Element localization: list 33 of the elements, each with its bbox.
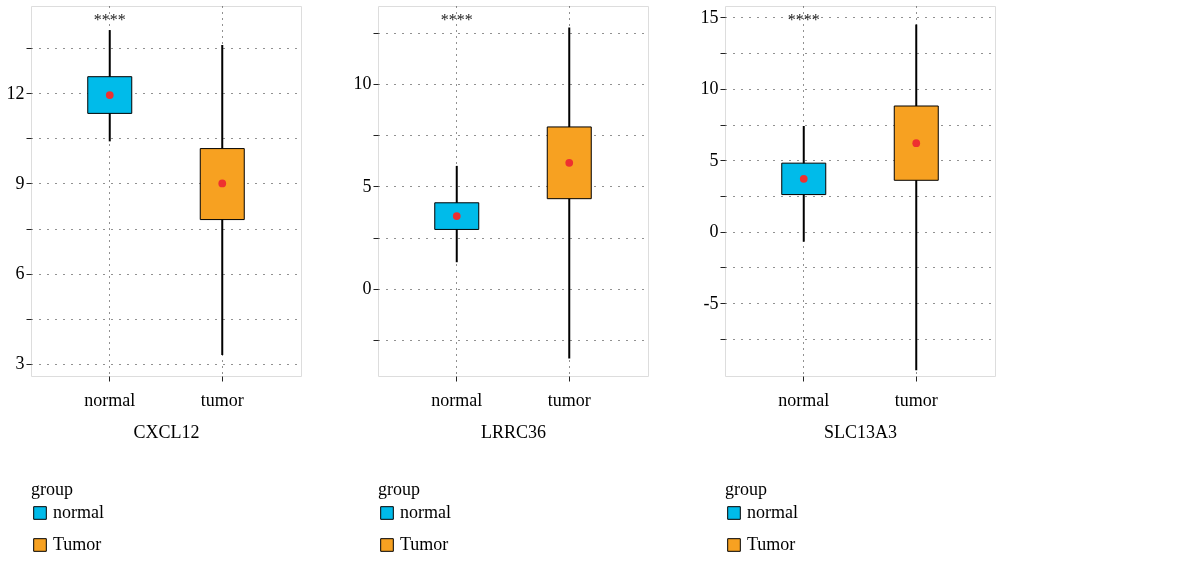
- x-axis-title: SLC13A3: [823, 421, 898, 442]
- legend-label: normal: [400, 502, 451, 522]
- x-tick-label: normal: [431, 389, 483, 410]
- legend-label: Tumor: [400, 534, 449, 554]
- y-tick-label: -5: [703, 292, 719, 313]
- x-tick-label: normal: [84, 389, 136, 410]
- y-tick-label: 0: [362, 278, 372, 299]
- x-tick-label: normal: [778, 389, 830, 410]
- annotation: ****: [440, 11, 473, 28]
- x-tick-label: tumor: [200, 389, 244, 410]
- annotation: ****: [93, 11, 126, 28]
- y-tick-label: 10: [353, 73, 372, 94]
- x-tick-label: tumor: [547, 389, 591, 410]
- legend-label: normal: [53, 502, 104, 522]
- y-tick-label: 0: [709, 221, 719, 242]
- y-tick-label: 10: [700, 78, 719, 99]
- y-tick-label: 15: [700, 6, 719, 27]
- x-axis-title: LRRC36: [480, 421, 547, 442]
- legend-label: Tumor: [53, 534, 102, 554]
- y-tick-label: 6: [15, 263, 25, 284]
- y-tick-label: 5: [709, 149, 719, 170]
- annotation: ****: [787, 11, 820, 28]
- y-tick-label: 3: [15, 353, 25, 374]
- y-tick-label: 12: [6, 82, 25, 103]
- legend-label: Tumor: [747, 534, 796, 554]
- legend-title: group: [31, 479, 73, 499]
- legend-label: normal: [747, 502, 798, 522]
- y-tick-label: 9: [15, 172, 25, 193]
- y-tick-label: 5: [362, 175, 372, 196]
- x-tick-label: tumor: [894, 389, 938, 410]
- x-axis-title: CXCL12: [133, 421, 200, 442]
- legend-title: group: [378, 479, 420, 499]
- legend-title: group: [725, 479, 767, 499]
